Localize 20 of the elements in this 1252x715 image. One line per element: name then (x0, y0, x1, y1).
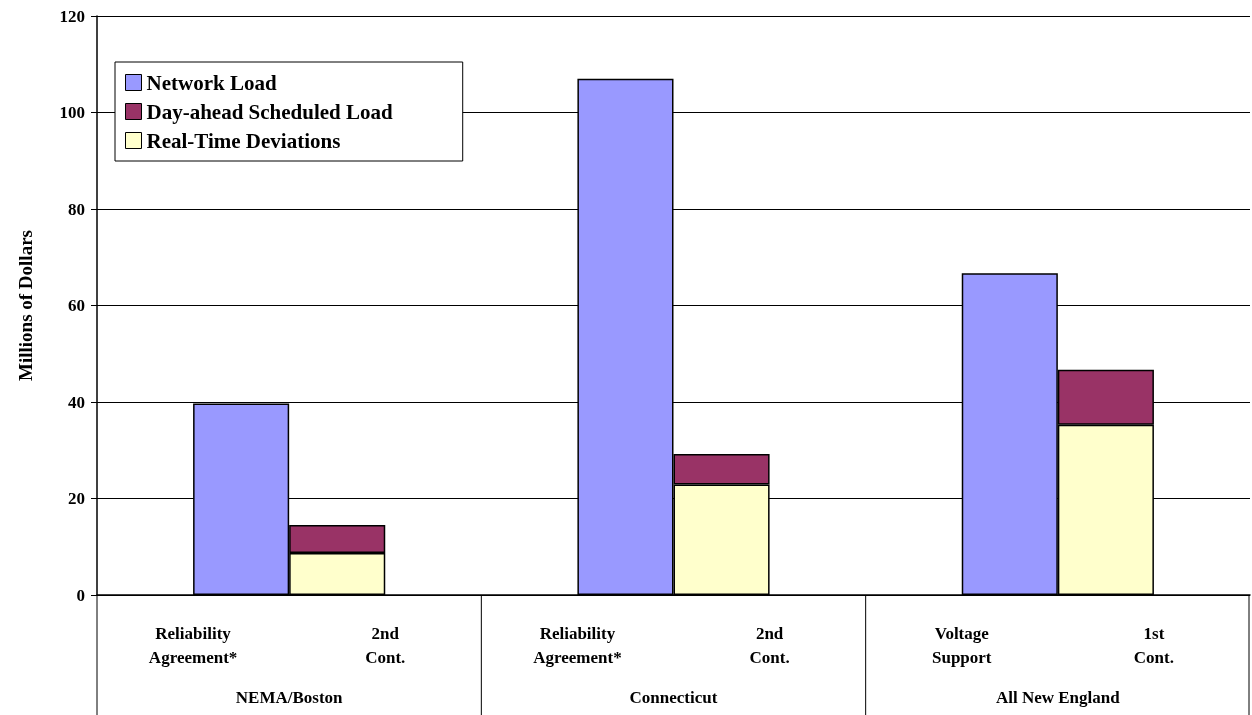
y-tick-label: 100 (59, 103, 85, 122)
legend-label: Day-ahead Scheduled Load (146, 99, 394, 124)
x-tick-label: 2nd Cont. (749, 623, 790, 667)
x-tick-label: 2nd Cont. (365, 623, 406, 667)
legend-label: Network Load (146, 70, 277, 95)
text: Connecticut (629, 688, 718, 707)
y-axis-title: Millions of Dollars (15, 230, 36, 381)
y-tick-label: 0 (76, 585, 85, 605)
y-tick-label: 60 (68, 296, 85, 315)
x-tick-label: Voltage Support (931, 623, 992, 667)
y-tick-label: 20 (68, 489, 85, 508)
text: All New England (995, 688, 1121, 707)
legend-label: Real-Time Deviations (146, 128, 341, 153)
y-tick-label: 40 (68, 392, 85, 412)
y-tick-label: 80 (68, 199, 85, 219)
x-tick-label: Reliability Agreement* (533, 623, 622, 667)
text: NEMA/Boston (235, 688, 344, 707)
y-tick-label: 120 (59, 6, 85, 26)
x-tick-label: Reliability Agreement* (148, 623, 238, 667)
x-tick-label: 1st Cont. (1133, 623, 1174, 667)
